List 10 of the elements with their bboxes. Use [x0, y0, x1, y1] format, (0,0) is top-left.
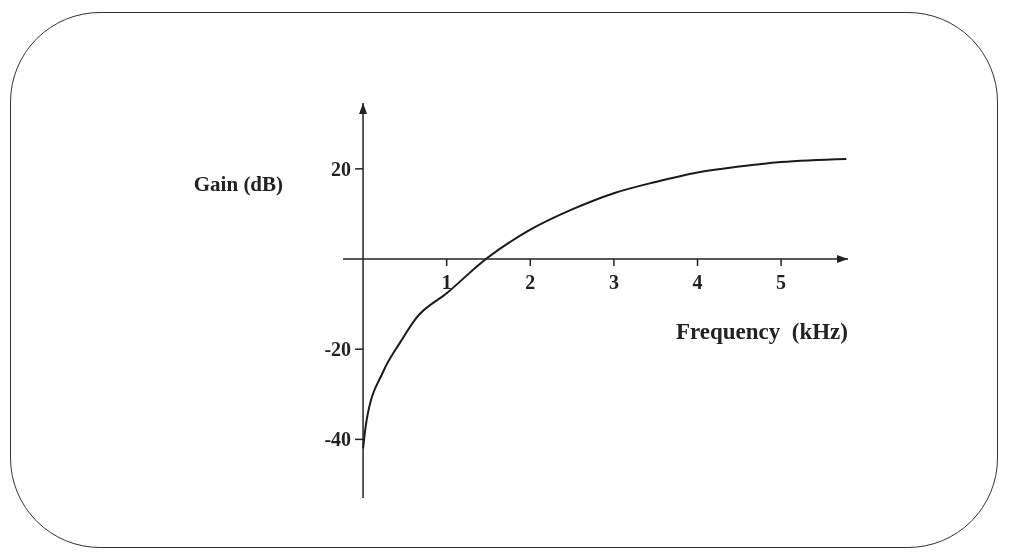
y-tick-label: 20 [331, 157, 352, 180]
y-tick-label: -40 [324, 428, 352, 451]
x-tick-label: 3 [608, 271, 619, 294]
x-tick-label: 4 [692, 271, 703, 294]
y-axis-title: Gain (dB) [193, 172, 284, 196]
x-tick-label: 2 [525, 271, 536, 294]
x-axis-title: Frequency (kHz) [675, 319, 848, 345]
x-tick-label: 5 [776, 271, 787, 294]
x-tick-label: 1 [441, 271, 452, 294]
y-tick-label: -20 [324, 338, 352, 361]
